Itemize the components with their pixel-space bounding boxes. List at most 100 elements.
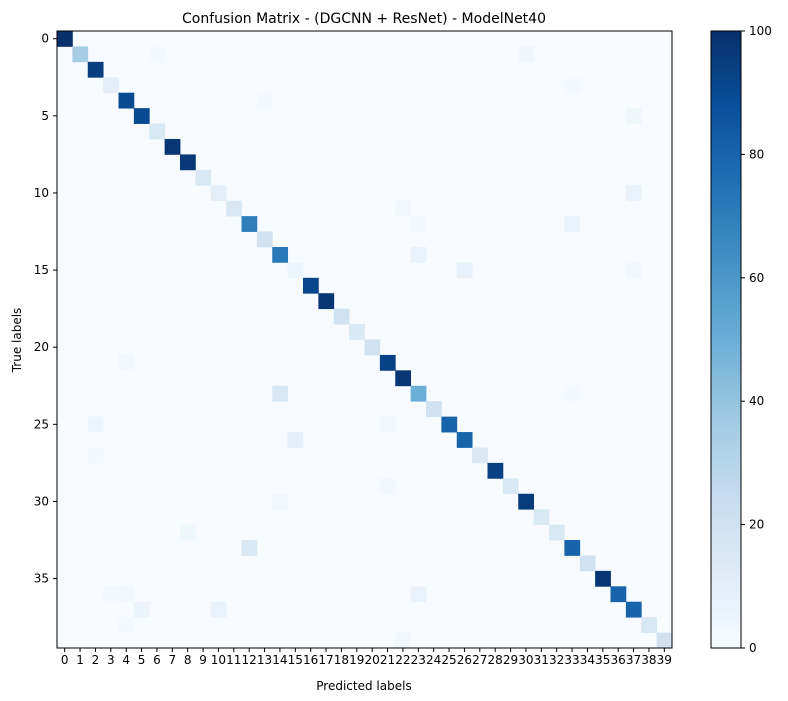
heatmap-cell [195, 169, 212, 186]
heatmap-cell [118, 586, 135, 603]
colorbar-tick-label: 100 [749, 24, 772, 38]
heatmap-cell [241, 540, 258, 556]
heatmap-cell [410, 385, 427, 402]
x-tick-label: 22 [395, 653, 410, 667]
x-tick-label: 8 [184, 653, 192, 667]
heatmap-cell [180, 154, 196, 171]
heatmap-cell [549, 524, 565, 541]
heatmap-cell [57, 31, 73, 47]
y-tick-label: 15 [34, 263, 49, 277]
heatmap-cell [87, 416, 104, 433]
heatmap-cell [318, 293, 335, 310]
chart-title: Confusion Matrix - (DGCNN + ResNet) - Mo… [182, 11, 546, 27]
heatmap-cell [118, 354, 135, 371]
y-tick-label: 35 [34, 572, 49, 586]
heatmap-cell [395, 632, 412, 649]
x-tick-label: 23 [411, 653, 426, 667]
heatmap-cell [564, 540, 581, 556]
heatmap-cell [303, 277, 319, 294]
x-tick-label: 27 [472, 653, 487, 667]
x-tick-label: 3 [107, 653, 115, 667]
heatmap-cell [426, 401, 442, 418]
heatmap-cell [149, 123, 166, 140]
heatmap-cell [410, 246, 427, 263]
heatmap-cell [164, 138, 181, 155]
heatmap-cells [57, 31, 673, 649]
heatmap-cell [518, 46, 535, 63]
heatmap-cell [272, 385, 289, 402]
x-tick-label: 38 [641, 653, 656, 667]
x-tick-label: 14 [272, 653, 287, 667]
x-tick-label: 13 [257, 653, 272, 667]
x-tick-label: 21 [380, 653, 395, 667]
heatmap-cell [410, 216, 427, 232]
heatmap-cell [118, 92, 135, 109]
heatmap-cell [272, 246, 289, 263]
heatmap-cell [595, 570, 611, 587]
colorbar-tick-label: 40 [749, 394, 764, 408]
heatmap-cell [395, 370, 412, 387]
heatmap-cell [272, 493, 289, 510]
heatmap-cell [210, 601, 227, 618]
heatmap-cell [379, 354, 396, 371]
heatmap-cell [333, 308, 350, 325]
x-tick-label: 0 [61, 653, 69, 667]
heatmap-cell [256, 231, 273, 248]
x-tick-label: 1 [76, 653, 84, 667]
heatmap-cell [564, 385, 581, 402]
colorbar-tick-label: 0 [749, 641, 757, 655]
x-tick-label: 7 [168, 653, 176, 667]
heatmap-cell [610, 586, 627, 603]
x-tick-label: 5 [138, 653, 146, 667]
heatmap-cell [472, 447, 488, 464]
plot-frame [56, 30, 673, 649]
colorbar [710, 30, 742, 649]
heatmap-cell [487, 462, 504, 479]
x-tick-label: 2 [92, 653, 100, 667]
heatmap-cell [502, 478, 519, 495]
y-tick-label: 5 [41, 109, 49, 123]
heatmap-cell [210, 185, 227, 202]
x-tick-label: 10 [211, 653, 226, 667]
y-tick-label: 25 [34, 417, 49, 431]
heatmap-cell [441, 416, 458, 433]
x-tick-label: 9 [199, 653, 207, 667]
heatmap-cell [256, 92, 273, 109]
y-tick-label: 10 [34, 186, 49, 200]
x-tick-label: 18 [334, 653, 349, 667]
colorbar-ticks: 0 20 40 60 80 100 [741, 24, 772, 655]
x-tick-label: 29 [503, 653, 518, 667]
y-tick-label: 0 [41, 32, 49, 46]
heatmap-cell [87, 61, 104, 78]
heatmap-cell [456, 262, 473, 279]
x-axis-label: Predicted labels [316, 679, 411, 693]
x-tick-label: 11 [226, 653, 241, 667]
heatmap-cell [103, 586, 119, 603]
heatmap-cell [456, 432, 473, 448]
heatmap-cell [379, 478, 396, 495]
heatmap-cell [349, 324, 365, 340]
x-tick-label: 16 [303, 653, 318, 667]
x-tick-label: 17 [318, 653, 333, 667]
x-tick-label: 12 [242, 653, 257, 667]
x-tick-label: 19 [349, 653, 364, 667]
heatmap-cell [287, 262, 304, 279]
heatmap-cell [625, 262, 642, 279]
x-tick-label: 33 [564, 653, 579, 667]
x-tick-label: 34 [580, 653, 595, 667]
x-axis-ticks: 0 1 2 3 4 5 6 7 8 9 10 11 12 13 14 15 16 17 18 19 20 21 22 23 24… [61, 648, 672, 667]
x-tick-label: 37 [626, 653, 641, 667]
heatmap-cell [149, 46, 166, 63]
x-tick-label: 4 [122, 653, 130, 667]
x-tick-label: 28 [488, 653, 503, 667]
x-tick-label: 24 [426, 653, 441, 667]
heatmap-cell [226, 200, 242, 217]
x-tick-label: 36 [611, 653, 626, 667]
heatmap-cell [241, 216, 258, 232]
x-tick-label: 15 [288, 653, 303, 667]
x-tick-label: 6 [153, 653, 161, 667]
heatmap-cell [395, 200, 412, 217]
y-tick-label: 30 [34, 494, 49, 508]
heatmap-cell [625, 185, 642, 202]
